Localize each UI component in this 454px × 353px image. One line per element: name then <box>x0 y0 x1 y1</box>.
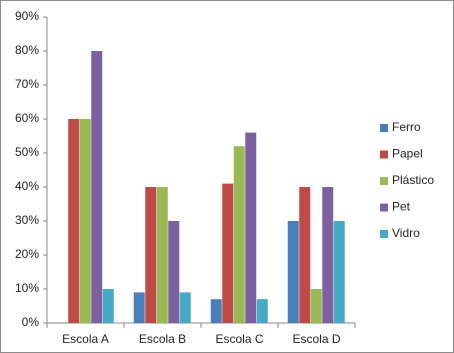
legend-label: Papel <box>392 147 423 161</box>
legend-swatch <box>380 230 388 238</box>
y-tick-label: 70% <box>15 77 39 91</box>
legend-swatch <box>380 150 388 159</box>
y-tick-label: 90% <box>15 9 39 23</box>
bar <box>233 146 245 323</box>
y-tick-label: 40% <box>15 179 39 193</box>
x-tick-label: Escola D <box>292 332 340 346</box>
x-tick-label: Escola B <box>139 332 186 346</box>
bar <box>310 289 322 323</box>
bar <box>210 299 222 323</box>
legend-label: Vidro <box>392 226 420 240</box>
legend-swatch <box>380 177 388 185</box>
x-tick-label: Escola A <box>62 332 109 346</box>
bar <box>156 187 168 323</box>
y-tick-label: 10% <box>15 281 39 295</box>
y-tick-label: 50% <box>15 145 39 159</box>
legend-label: Plástico <box>392 173 434 187</box>
bar <box>168 221 180 323</box>
bar <box>322 187 334 323</box>
bar <box>79 119 91 323</box>
bar <box>245 132 257 323</box>
legend-swatch <box>380 203 388 212</box>
legend-label: Ferro <box>392 120 421 134</box>
bar <box>102 289 114 323</box>
bar <box>68 119 80 323</box>
bar <box>299 187 311 323</box>
bar <box>179 292 191 323</box>
bar <box>91 51 103 323</box>
bar <box>333 221 345 323</box>
y-tick-label: 80% <box>15 43 39 57</box>
legend-swatch <box>380 124 388 132</box>
y-tick-label: 20% <box>15 247 39 261</box>
y-tick-label: 30% <box>15 213 39 227</box>
x-tick-label: Escola C <box>215 332 263 346</box>
bar <box>256 299 268 323</box>
y-tick-label: 0% <box>22 315 40 329</box>
bar <box>145 187 157 323</box>
y-tick-label: 60% <box>15 111 39 125</box>
bar <box>133 292 145 323</box>
legend-label: Pet <box>392 200 411 214</box>
bar <box>287 221 299 323</box>
bar <box>222 183 234 323</box>
